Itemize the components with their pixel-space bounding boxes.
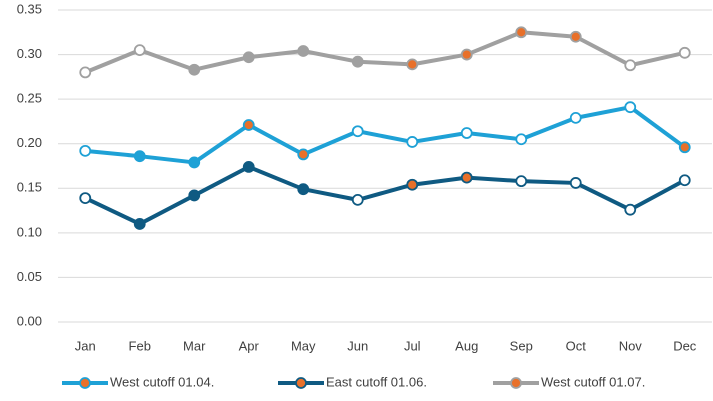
y-tick-label: 0.10 bbox=[17, 224, 42, 239]
point-marker bbox=[242, 160, 255, 173]
point-marker bbox=[460, 127, 473, 139]
legend-marker bbox=[295, 377, 307, 389]
y-tick-label: 0.30 bbox=[17, 46, 42, 61]
point-marker bbox=[133, 150, 146, 163]
point-marker bbox=[460, 48, 473, 61]
point-marker bbox=[569, 30, 582, 43]
point-marker bbox=[242, 119, 255, 131]
x-tick-label: Jan bbox=[75, 338, 96, 353]
series-line bbox=[84, 164, 686, 226]
point-marker bbox=[406, 136, 419, 148]
x-tick-label: Sep bbox=[510, 338, 533, 353]
point-marker bbox=[515, 133, 528, 146]
point-marker bbox=[351, 193, 364, 206]
legend-label: West cutoff 01.07. bbox=[541, 374, 645, 389]
x-tick-label: Mar bbox=[183, 338, 206, 353]
legend-label: West cutoff 01.04. bbox=[110, 374, 214, 389]
point-marker bbox=[406, 58, 419, 71]
x-tick-label: Jun bbox=[347, 338, 368, 353]
point-marker bbox=[678, 174, 691, 187]
series-line bbox=[84, 30, 686, 75]
point-marker bbox=[678, 46, 691, 59]
y-tick-label: 0.35 bbox=[17, 1, 42, 16]
x-tick-label: Nov bbox=[619, 338, 643, 353]
point-marker bbox=[624, 101, 637, 114]
point-marker bbox=[242, 51, 255, 64]
y-tick-label: 0.15 bbox=[17, 180, 42, 195]
x-tick-label: Dec bbox=[673, 338, 697, 353]
point-marker bbox=[515, 26, 528, 39]
point-marker bbox=[188, 63, 201, 76]
point-marker bbox=[351, 125, 364, 138]
point-marker bbox=[351, 55, 364, 68]
point-marker bbox=[297, 183, 310, 196]
x-tick-label: Oct bbox=[566, 338, 587, 353]
x-tick-label: Apr bbox=[239, 338, 260, 353]
x-tick-label: Feb bbox=[129, 338, 151, 353]
point-marker bbox=[133, 218, 146, 230]
point-marker bbox=[515, 175, 528, 188]
point-marker bbox=[624, 59, 637, 72]
point-marker bbox=[569, 177, 582, 189]
y-tick-label: 0.00 bbox=[17, 313, 42, 328]
point-marker bbox=[188, 189, 201, 202]
legend-marker bbox=[510, 377, 522, 389]
legend-marker bbox=[79, 377, 91, 389]
point-marker bbox=[297, 148, 310, 161]
x-tick-label: Aug bbox=[455, 338, 478, 353]
point-marker bbox=[624, 203, 637, 216]
point-marker bbox=[460, 171, 473, 184]
y-tick-label: 0.20 bbox=[17, 135, 42, 150]
x-tick-label: May bbox=[291, 338, 316, 353]
point-marker bbox=[406, 178, 419, 191]
point-marker bbox=[297, 45, 310, 57]
y-tick-label: 0.05 bbox=[17, 269, 42, 284]
x-tick-label: Jul bbox=[404, 338, 421, 353]
point-marker bbox=[79, 192, 92, 204]
point-marker bbox=[79, 144, 92, 157]
point-marker bbox=[188, 156, 201, 169]
point-marker bbox=[678, 141, 691, 154]
series-line bbox=[85, 105, 686, 165]
point-marker bbox=[79, 66, 92, 79]
y-tick-label: 0.25 bbox=[17, 91, 42, 106]
legend-label: East cutoff 01.06. bbox=[326, 374, 427, 389]
point-marker bbox=[569, 111, 582, 124]
point-marker bbox=[133, 44, 146, 57]
